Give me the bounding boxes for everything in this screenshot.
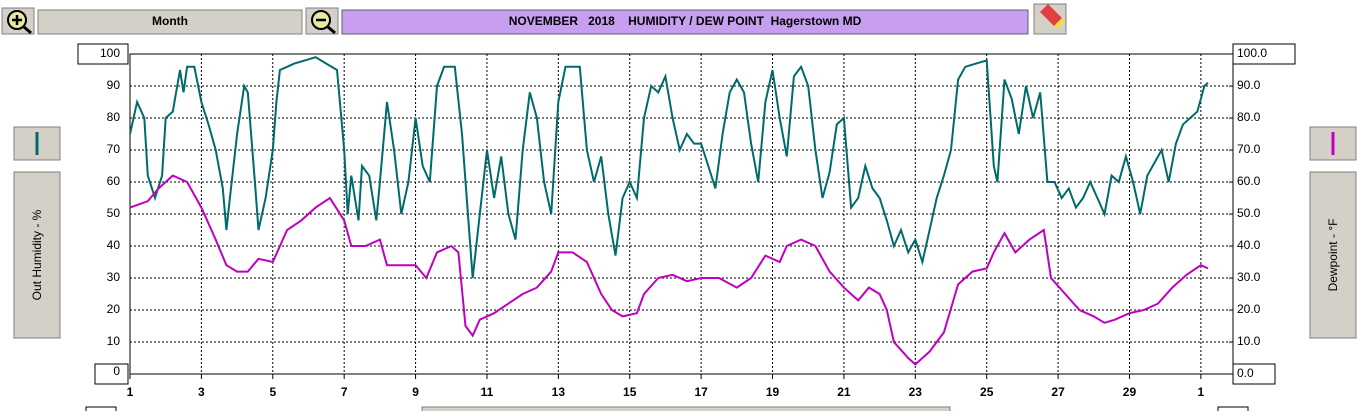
zoom-out-button[interactable] [305, 7, 339, 35]
axis-label-button[interactable] [13, 171, 61, 339]
axis-label-button[interactable] [1309, 171, 1357, 339]
x-tick-label: 7 [341, 385, 348, 399]
x-tick-label: 25 [980, 385, 994, 399]
y2-tick-label: 10.0 [1237, 334, 1261, 348]
y-tick-label: 30 [107, 270, 121, 284]
tick-box [77, 43, 129, 65]
x-tick-label: 11 [481, 385, 494, 399]
y-tick-label: 40 [107, 238, 121, 252]
y-tick-label: 50 [107, 206, 121, 220]
plot-area [129, 53, 1234, 375]
clear-button[interactable] [1033, 3, 1067, 35]
y-tick-label: 0 [113, 364, 120, 378]
x-tick-label: 5 [269, 385, 276, 399]
y2-tick-label: 70.0 [1237, 142, 1261, 156]
y-axis-label: Out Humidity - % [30, 209, 44, 300]
series-line [129, 174, 1209, 366]
chart-title: NOVEMBER 2018 HUMIDITY / DEW POINT Hager… [509, 14, 862, 28]
y2-tick-label: 80.0 [1237, 110, 1261, 124]
scrollbar[interactable] [421, 406, 951, 414]
x-tick-label: 19 [766, 385, 780, 399]
y-tick-label: 90 [107, 78, 121, 92]
y2-tick-label: 90.0 [1237, 78, 1261, 92]
scroll-button[interactable] [85, 406, 117, 414]
y-tick-label: 10 [107, 334, 121, 348]
tick-box [1232, 43, 1296, 65]
series-line [129, 56, 1209, 279]
x-tick-label: 29 [1123, 385, 1137, 399]
x-tick-label: 27 [1051, 385, 1065, 399]
y2-tick-label: 60.0 [1237, 174, 1261, 188]
y-tick-label: 70 [107, 142, 121, 156]
x-tick-label: 17 [694, 385, 708, 399]
y-tick-label: 20 [107, 302, 121, 316]
tick-box [94, 363, 129, 385]
period-label: Month [152, 14, 188, 28]
x-tick-label: 3 [198, 385, 205, 399]
y-tick-label: 80 [107, 110, 121, 124]
x-tick-label: 13 [552, 385, 566, 399]
x-tick-label: 23 [909, 385, 923, 399]
y2-tick-label: 30.0 [1237, 270, 1261, 284]
tick-box [1232, 363, 1276, 385]
y2-tick-label: 100.0 [1237, 46, 1267, 60]
x-tick-label: 1 [1198, 385, 1205, 399]
x-tick-label: 21 [837, 385, 851, 399]
scroll-button[interactable] [1217, 406, 1249, 414]
y2-tick-label: 50.0 [1237, 206, 1261, 220]
y-tick-label: 60 [107, 174, 121, 188]
x-tick-label: 1 [127, 385, 134, 399]
y2-tick-label: 40.0 [1237, 238, 1261, 252]
y2-axis-label: Dewpoint - °F [1326, 219, 1340, 292]
zoom-in-button[interactable] [1, 7, 35, 35]
title-bar [341, 9, 1029, 35]
period-button[interactable] [37, 9, 303, 35]
y-tick-label: 100 [100, 46, 120, 60]
x-tick-label: 15 [623, 385, 637, 399]
y2-tick-label: 0.0 [1237, 366, 1254, 380]
x-tick-label: 9 [412, 385, 419, 399]
y2-tick-label: 20.0 [1237, 302, 1261, 316]
